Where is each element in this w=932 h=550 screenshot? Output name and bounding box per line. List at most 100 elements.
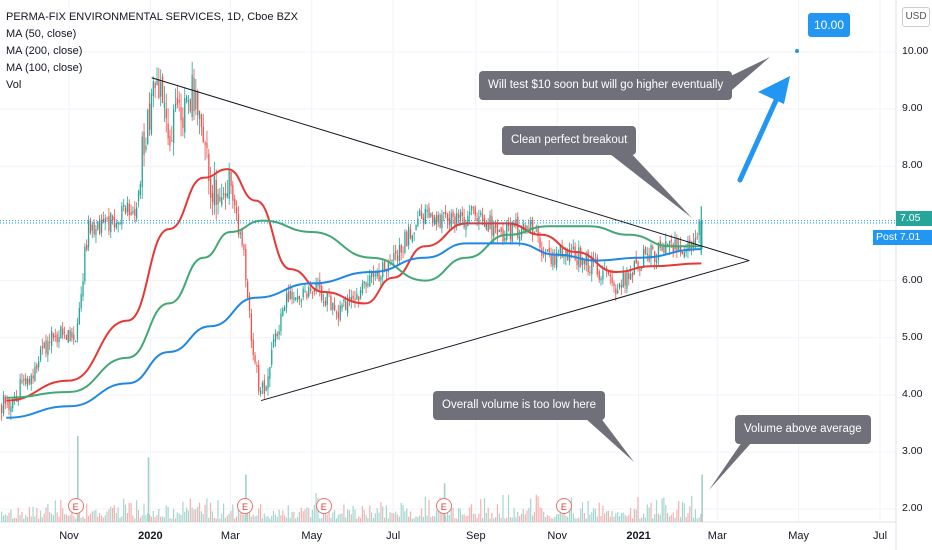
candle-body <box>134 208 136 216</box>
candle-body <box>149 103 151 130</box>
target-price-badge[interactable]: 10.00 <box>808 13 850 37</box>
candle-body <box>611 276 613 283</box>
volume-bar <box>137 509 140 522</box>
candle-body <box>347 300 349 313</box>
volume-bar <box>406 508 408 522</box>
candle-body <box>76 323 79 340</box>
candle-body <box>75 340 77 342</box>
legend-vol[interactable]: Vol <box>6 79 22 91</box>
candle-body <box>152 81 154 96</box>
volume-bar <box>557 514 560 522</box>
volume-bar <box>321 518 323 522</box>
volume-bar <box>530 498 532 522</box>
volume-bar <box>433 516 436 522</box>
candle-body <box>530 220 532 231</box>
candle-body <box>36 364 38 369</box>
candle-body <box>661 247 663 251</box>
candle-body <box>361 283 364 293</box>
volume-bar <box>304 509 306 522</box>
candle-body <box>511 222 513 242</box>
volume-bar <box>112 508 114 522</box>
volume-bar <box>280 515 282 522</box>
candle-body <box>8 401 10 410</box>
candle-body <box>680 245 682 254</box>
candle-body <box>121 206 123 225</box>
candle-body <box>376 272 378 277</box>
candle-body <box>276 333 278 337</box>
volume-bar <box>643 513 645 522</box>
volume-bar <box>130 503 132 522</box>
candle-body <box>23 379 25 381</box>
legend-ma50[interactable]: MA (50, close) <box>6 28 77 40</box>
earnings-marker[interactable]: E <box>315 498 332 514</box>
volume-bar <box>467 515 469 522</box>
volume-bar <box>596 516 598 522</box>
volume-bar <box>237 503 239 522</box>
candle-body <box>495 223 497 228</box>
candle-body <box>136 207 138 219</box>
volume-bar <box>563 510 565 522</box>
volume-bar <box>69 515 71 522</box>
candle-body <box>184 98 186 133</box>
candle-body <box>500 227 502 232</box>
volume-bar <box>141 515 143 522</box>
currency-button[interactable]: USD <box>902 7 930 27</box>
candle-body <box>395 250 397 254</box>
volume-bar <box>198 502 201 522</box>
candle-body <box>12 400 14 409</box>
candle-body <box>598 271 600 280</box>
earnings-marker[interactable]: E <box>67 498 84 514</box>
volume-bar <box>145 515 147 522</box>
volume-bar <box>4 514 6 522</box>
candle-body <box>208 153 210 181</box>
volume-bar <box>339 513 341 522</box>
candle-body <box>371 271 373 277</box>
earnings-marker[interactable]: E <box>435 498 452 514</box>
candle-body <box>2 395 5 414</box>
callout-breakout[interactable]: Clean perfect breakout <box>502 126 637 155</box>
candle-body <box>150 93 153 134</box>
volume-bar <box>380 502 382 522</box>
candle-body <box>158 79 160 98</box>
earnings-marker[interactable]: E <box>237 498 254 514</box>
candle-body <box>169 136 171 146</box>
candle-body <box>291 291 293 299</box>
legend-ma200[interactable]: MA (200, close) <box>6 45 83 57</box>
callout-volume-high[interactable]: Volume above average <box>735 415 871 444</box>
volume-bar <box>485 512 487 522</box>
volume-bar <box>287 505 289 522</box>
candle-body <box>265 386 267 391</box>
volume-bar <box>217 500 219 522</box>
candle-body <box>665 241 667 255</box>
candle-body <box>154 83 156 88</box>
volume-bar <box>171 518 173 522</box>
callout-top[interactable]: Will test $10 soon but will go higher ev… <box>479 71 733 100</box>
candle-body <box>689 239 691 249</box>
candle-body <box>402 251 404 253</box>
candle-body <box>391 260 393 262</box>
volume-bar <box>639 518 641 522</box>
candle-body <box>204 142 206 145</box>
candle-body <box>306 293 308 298</box>
ma-line-200 <box>6 219 702 399</box>
ma-line-50 <box>6 168 702 402</box>
earnings-marker[interactable]: E <box>555 498 572 514</box>
volume-bar <box>469 507 471 522</box>
candle-body <box>678 245 680 251</box>
volume-bar <box>606 511 608 522</box>
volume-bar <box>132 515 134 522</box>
candle-body <box>186 96 188 103</box>
volume-bar <box>476 518 478 522</box>
volume-bar <box>387 518 389 522</box>
legend-ma100[interactable]: MA (100, close) <box>6 62 83 74</box>
volume-bar <box>358 516 360 522</box>
volume-bar <box>234 518 236 522</box>
volume-bar <box>683 503 685 522</box>
candle-body <box>419 210 421 216</box>
volume-bar <box>700 514 702 522</box>
candle-body <box>406 231 408 247</box>
volume-bar <box>324 508 326 522</box>
callout-volume-low[interactable]: Overall volume is too low here <box>433 391 606 420</box>
volume-bar <box>28 507 30 522</box>
